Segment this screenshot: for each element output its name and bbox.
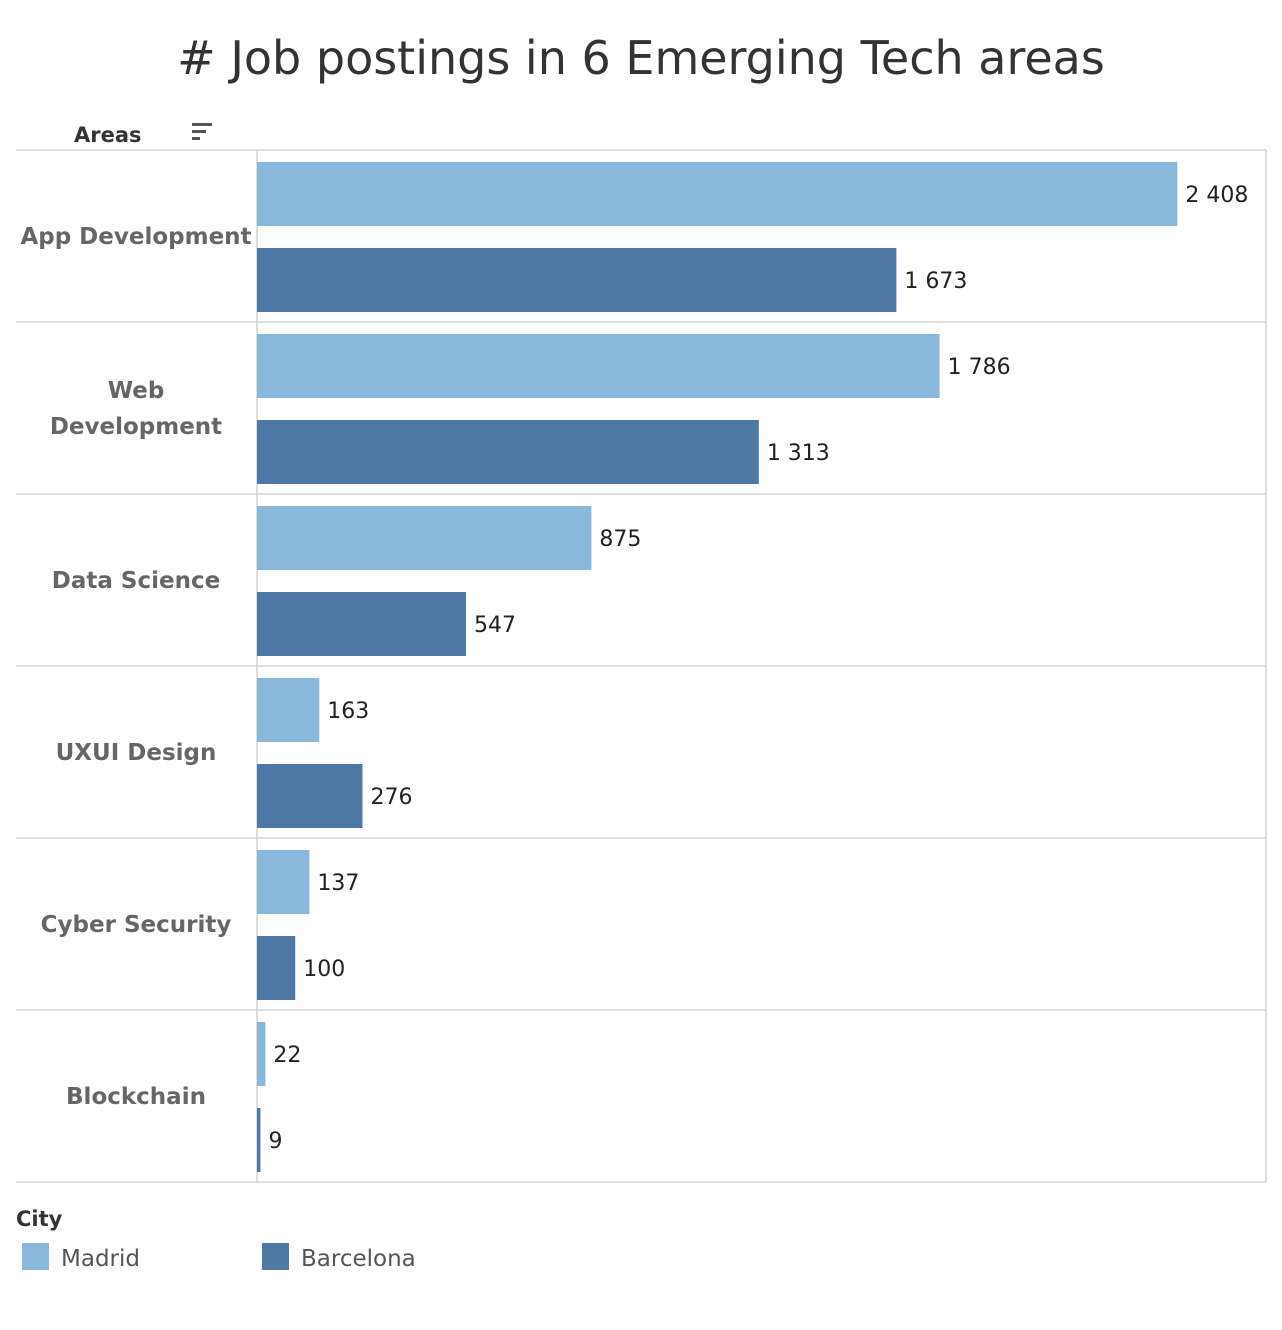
chart-title: # Job postings in 6 Emerging Tech areas	[177, 31, 1105, 85]
data-label: 276	[370, 785, 412, 810]
bar-barcelona[interactable]	[257, 592, 467, 656]
bar-madrid[interactable]	[257, 678, 320, 742]
bar-madrid[interactable]	[257, 850, 310, 914]
data-label: 137	[317, 871, 359, 896]
bar-madrid[interactable]	[257, 1022, 266, 1086]
data-label: 9	[268, 1129, 282, 1154]
legend-label-barcelona[interactable]: Barcelona	[301, 1246, 416, 1272]
category-label: App Development	[20, 224, 251, 250]
bar-barcelona[interactable]	[257, 936, 296, 1000]
data-label: 1 313	[767, 441, 830, 466]
areas-header: Areas	[74, 123, 142, 147]
data-label: 875	[599, 527, 641, 552]
bar-barcelona[interactable]	[257, 1108, 261, 1172]
bar-madrid[interactable]	[257, 506, 592, 570]
data-label: 163	[327, 699, 369, 724]
legend-swatch-madrid[interactable]	[22, 1243, 49, 1270]
data-label: 1 673	[904, 269, 967, 294]
bar-barcelona[interactable]	[257, 420, 759, 484]
category-label: Blockchain	[66, 1084, 206, 1110]
category-label: Data Science	[52, 568, 220, 594]
data-label: 2 408	[1185, 183, 1248, 208]
bar-madrid[interactable]	[257, 334, 940, 398]
category-label: Web	[108, 378, 165, 404]
category-label: UXUI Design	[56, 740, 217, 766]
bar-madrid[interactable]	[257, 162, 1178, 226]
sort-icon[interactable]	[192, 123, 212, 140]
legend-label-madrid[interactable]: Madrid	[61, 1246, 140, 1272]
data-label: 547	[474, 613, 516, 638]
bar-barcelona[interactable]	[257, 764, 363, 828]
data-label: 1 786	[948, 355, 1011, 380]
legend: Madrid Barcelona	[22, 1243, 416, 1272]
category-label: Development	[50, 414, 222, 440]
plot-area: App Development 2 408 1 673 Web Development 1…	[16, 149, 1267, 1183]
data-label: 100	[303, 957, 345, 982]
bar-barcelona[interactable]	[257, 248, 897, 312]
legend-swatch-barcelona[interactable]	[262, 1243, 289, 1270]
category-label: Cyber Security	[41, 912, 232, 938]
data-label: 22	[273, 1043, 301, 1068]
legend-title: City	[16, 1207, 63, 1231]
